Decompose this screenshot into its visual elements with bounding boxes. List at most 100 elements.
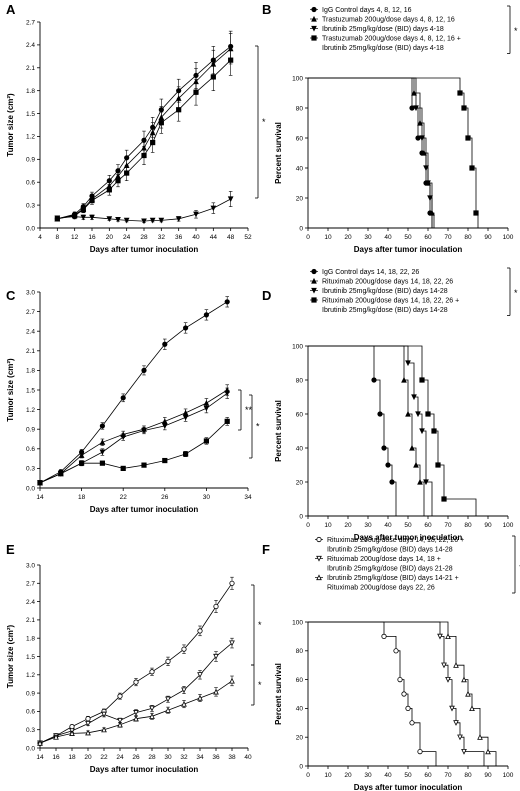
x-tick-label: 40: [244, 754, 252, 761]
significance-label: *: [256, 422, 260, 432]
x-tick-label: 80: [464, 772, 472, 779]
data-point: [213, 653, 219, 660]
series-1: [54, 30, 234, 222]
panel-letter-c: C: [6, 288, 16, 303]
panel-b-legend: IgG Control days 4, 8, 12, 16 Trastuzumab…: [310, 5, 518, 54]
censor-mark: [397, 676, 403, 683]
x-tick-label: 14: [36, 494, 44, 501]
censor-mark: [415, 135, 421, 141]
significance-label: *: [258, 620, 262, 630]
data-point: [193, 89, 199, 95]
legend-entry-text: Trastuzumab 200ug/dose days 4, 8, 12, 16…: [322, 36, 461, 43]
y-tick-label: 2.1: [26, 617, 35, 624]
x-tick-label: 20: [344, 234, 352, 241]
x-tick-label: 26: [132, 754, 140, 761]
legend-entry-text: Trastuzumab 200ug/dose days 4, 8, 12, 16: [322, 17, 455, 24]
y-tick-label: 0.3: [26, 466, 35, 473]
data-point: [229, 677, 235, 684]
y-tick-label: 60: [296, 411, 304, 418]
y-tick-label: 1.5: [26, 111, 35, 118]
x-tick-label: 36: [175, 234, 183, 241]
significance-label: **: [245, 405, 253, 415]
censor-mark: [445, 677, 451, 683]
censor-mark: [405, 410, 411, 417]
data-point: [224, 390, 231, 397]
series-1: [308, 621, 437, 766]
y-tick-label: 100: [292, 619, 303, 626]
panel-letter-a: A: [6, 2, 16, 17]
censor-mark: [413, 461, 419, 468]
x-tick-label: 28: [148, 754, 156, 761]
legend-marker: [311, 268, 317, 275]
censor-mark: [409, 444, 415, 451]
survival-curve: [308, 345, 477, 516]
legend-marker: [311, 297, 317, 303]
x-tick-label: 12: [71, 234, 79, 241]
x-axis-title: Days after tumor inoculation: [90, 245, 199, 254]
x-tick-label: 50: [404, 772, 412, 779]
legend-entry-text: Rituximab 200ug/dose days 14, 18, 22, 26…: [327, 537, 464, 544]
data-point: [85, 716, 91, 722]
censor-mark: [445, 633, 451, 639]
panel-a-chart: 4 8 12 16 20 24 28 32 36 40 44 48 520.00.30.60.91.21…: [6, 19, 252, 254]
censor-mark: [423, 165, 429, 172]
x-tick-label: 70: [444, 522, 452, 529]
panel-letter-e: E: [6, 542, 15, 557]
legend-marker: [311, 6, 317, 13]
data-point: [149, 669, 155, 675]
data-point: [115, 178, 121, 184]
data-point: [165, 696, 171, 703]
censor-mark: [449, 705, 455, 712]
data-point: [124, 170, 130, 176]
survival-curve: [308, 345, 397, 516]
series-1: [308, 345, 397, 516]
y-tick-label: 20: [296, 735, 304, 742]
data-point: [158, 120, 164, 126]
legend-annotation: *: [514, 288, 518, 298]
series-3: [308, 345, 433, 516]
series-4: [54, 191, 234, 225]
panel-d-legend: IgG Control days 14, 18, 22, 26 Rituximab…: [310, 267, 518, 316]
censor-mark: [377, 411, 383, 417]
data-point: [106, 216, 113, 222]
data-point: [115, 217, 121, 223]
x-tick-label: 16: [88, 234, 96, 241]
y-tick-label: 0.9: [26, 157, 35, 164]
y-tick-label: 1.2: [26, 134, 35, 141]
data-point: [181, 700, 187, 707]
data-point: [197, 694, 203, 701]
x-tick-label: 10: [324, 234, 332, 241]
significance-label: *: [258, 680, 262, 690]
series-1: [37, 296, 230, 486]
y-tick-label: 0.0: [26, 485, 35, 492]
panel-e-bracket-upper: *: [251, 584, 262, 666]
legend-marker: [316, 536, 322, 543]
censor-mark: [417, 478, 423, 485]
censor-mark: [453, 720, 459, 726]
data-point: [120, 434, 127, 441]
data-point: [133, 679, 139, 685]
y-tick-label: 100: [292, 343, 303, 350]
y-axis-title: Percent survival: [274, 400, 283, 462]
y-tick-label: 80: [296, 105, 304, 112]
panel-e-chart: 14 16 18 20 22 24 26 28 30 32 34 36 38 40 0.0 0.3 0.6 0.9…: [6, 562, 252, 774]
x-tick-label: 0: [306, 522, 310, 529]
x-tick-label: 90: [484, 772, 492, 779]
x-tick-label: 80: [464, 234, 472, 241]
data-point: [203, 312, 209, 318]
y-tick-label: 3.0: [26, 562, 35, 569]
data-point: [165, 707, 171, 713]
data-point: [37, 740, 43, 746]
x-tick-label: 32: [180, 754, 188, 761]
data-point: [58, 471, 64, 477]
y-tick-label: 2.1: [26, 65, 35, 72]
y-tick-label: 2.4: [26, 329, 35, 336]
x-tick-label: 26: [161, 494, 169, 501]
censor-mark: [423, 479, 429, 486]
data-point: [182, 451, 189, 457]
x-tick-label: 90: [484, 522, 492, 529]
y-tick-label: 60: [296, 135, 304, 142]
y-tick-label: 0.9: [26, 690, 35, 697]
legend-entry-text: Ibrutinib 25mg/kg/dose (BID) days 21-28: [327, 566, 453, 573]
